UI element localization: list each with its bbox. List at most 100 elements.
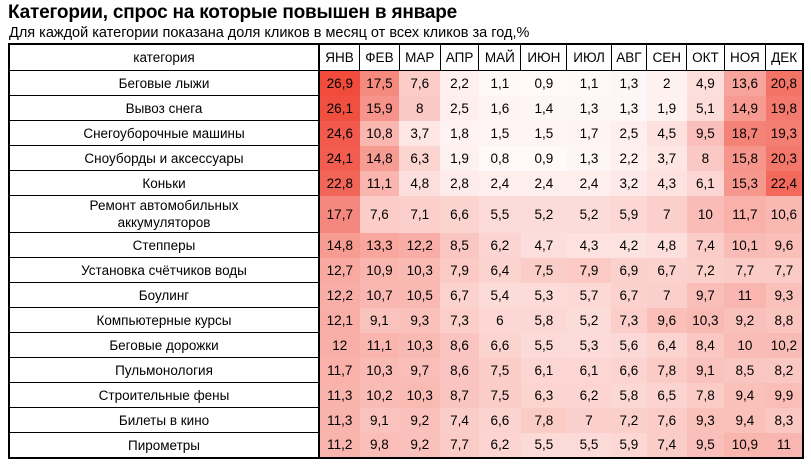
heatmap-cell: 7,5 (478, 382, 521, 408)
month-header: НОЯ (723, 43, 767, 71)
heatmap-cell: 9,5 (686, 432, 725, 458)
heatmap-cell: 2,4 (520, 170, 567, 196)
heatmap-cell: 1,5 (478, 120, 521, 146)
heatmap-cell: 1,8 (440, 120, 479, 146)
heatmap-cell: 11,3 (319, 407, 360, 433)
heatmap-cell: 5,4 (478, 282, 521, 308)
heatmap-cell: 7,7 (724, 257, 766, 283)
heatmap-cell: 5,9 (611, 195, 647, 233)
heatmap-cell: 6,1 (566, 357, 612, 383)
heatmap-cell: 5,8 (611, 382, 647, 408)
heatmap-cell: 4,5 (646, 120, 687, 146)
month-header: ФЕВ (359, 43, 400, 71)
heatmap-cell: 13,6 (724, 70, 766, 96)
heatmap-cell: 2 (646, 70, 687, 96)
table-row: Беговые дорожки 12 11,1 10,3 8,6 6,6 5,5 5,3 5,6… (8, 332, 803, 358)
heatmap-cell: 26,9 (319, 70, 360, 96)
heatmap-cell: 12,7 (319, 257, 360, 283)
heatmap-cell: 1,1 (478, 70, 521, 96)
month-header: ИЮЛ (566, 43, 612, 71)
heatmap-cell: 6,2 (566, 382, 612, 408)
heatmap-cell: 4,3 (566, 232, 612, 258)
heatmap-cell: 14,8 (359, 145, 400, 171)
heatmap-cell: 6,2 (478, 232, 521, 258)
table-row: Установка счётчиков воды 12,7 10,9 10,3 7,9 6… (8, 257, 803, 283)
heatmap-cell: 8,6 (440, 332, 479, 358)
heatmap-cell: 5,3 (520, 282, 567, 308)
heatmap-cell: 7,5 (478, 357, 521, 383)
category-label: Снегоуборочные машины (8, 120, 320, 146)
heatmap-cell: 2,8 (440, 170, 479, 196)
chart-subtitle: Для каждой категории показана доля клико… (9, 25, 530, 41)
heatmap-cell: 9,1 (359, 307, 400, 333)
heatmap-cell: 7,2 (686, 257, 725, 283)
header-row: категория ЯНВ ФЕВ МАР АПР МАЙ ИЮН ИЮЛ АВГ СЕН ОКТ… (8, 43, 804, 71)
heatmap-cell: 8,5 (440, 232, 479, 258)
heatmap-cell: 11,7 (724, 195, 766, 233)
category-label: Пульмонология (8, 357, 320, 383)
heatmap-cell: 9,9 (765, 382, 803, 408)
heatmap-cell: 13,3 (359, 232, 400, 258)
category-label: Беговые дорожки (8, 332, 320, 358)
heatmap-cell: 10,6 (765, 195, 803, 233)
heatmap-cell: 7,6 (399, 70, 441, 96)
table-row: Боулинг 12,2 10,7 10,5 6,7 5,4 5,3 5,7 6,7 7 9,7 11… (8, 282, 803, 308)
heatmap-cell: 7 (646, 282, 687, 308)
heatmap-cell: 7,8 (686, 382, 725, 408)
heatmap-cell: 7,4 (646, 432, 687, 458)
category-label: Степперы (8, 232, 320, 258)
heatmap-cell: 12,2 (319, 282, 360, 308)
month-header: ЯНВ (318, 43, 361, 71)
month-header: ИЮН (520, 43, 568, 71)
heatmap-cell: 5,5 (478, 195, 521, 233)
heatmap-cell: 5,9 (611, 432, 647, 458)
heatmap-cell: 9,3 (765, 282, 803, 308)
table-row: Сноуборды и аксессуары 24,1 14,8 6,3 1,9 0,8 0… (8, 145, 803, 171)
month-header: ДЕК (765, 43, 804, 71)
heatmap-cell: 5,3 (566, 332, 612, 358)
heatmap-cell: 1,6 (478, 95, 521, 121)
heatmap-cell: 10,8 (359, 120, 400, 146)
heatmap-cell: 6,6 (611, 357, 647, 383)
heatmap-cell: 2,5 (440, 95, 479, 121)
table-row: Билеты в кино 11,3 9,1 9,2 7,4 6,6 7,8 7 7,2 7,6 9… (8, 407, 803, 433)
heatmap-cell: 22,4 (765, 170, 803, 196)
heatmap-cell: 6,3 (399, 145, 441, 171)
heatmap-cell: 2,2 (611, 145, 647, 171)
heatmap-cell: 9,3 (399, 307, 441, 333)
heatmap-cell: 6,6 (478, 407, 521, 433)
heatmap-cell: 7,8 (520, 407, 567, 433)
heatmap-cell: 6,5 (646, 382, 687, 408)
heatmap-cell: 4,9 (686, 70, 725, 96)
month-header: СЕН (646, 43, 688, 71)
heatmap-cell: 8 (399, 95, 441, 121)
heatmap-cell: 6,7 (611, 282, 647, 308)
heatmap-cell: 15,3 (724, 170, 766, 196)
heatmap-cell: 7 (566, 407, 612, 433)
heatmap-cell: 8,4 (686, 332, 725, 358)
table-row: Пульмонология 11,7 10,3 9,7 8,6 7,5 6,1 6,1 6,6 7… (8, 357, 803, 383)
heatmap-cell: 11,1 (359, 170, 400, 196)
heatmap-cell: 8,8 (765, 307, 803, 333)
table-row: Вывоз снега 26,1 15,9 8 2,5 1,6 1,4 1,3 1,3 1,9 5,… (8, 95, 803, 121)
heatmap-cell: 7,1 (399, 195, 441, 233)
heatmap-cell: 11,2 (319, 432, 360, 458)
heatmap-cell: 7,6 (359, 195, 400, 233)
heatmap-cell: 9,5 (686, 120, 725, 146)
heatmap-cell: 10,9 (359, 257, 400, 283)
heatmap-cell: 9,2 (724, 307, 766, 333)
heatmap-cell: 7,9 (440, 257, 479, 283)
category-label: Билеты в кино (8, 407, 320, 433)
heatmap-cell: 5,5 (566, 432, 612, 458)
table-row: Пирометры 11,2 9,8 9,2 7,7 6,2 5,5 5,5 5,9 7,4 9,5… (8, 432, 803, 459)
heatmap-cell: 10,3 (399, 257, 441, 283)
category-label: Установка счётчиков воды (8, 257, 320, 283)
heatmap-cell: 4,7 (520, 232, 567, 258)
heatmap-cell: 11 (765, 432, 803, 458)
heatmap-cell: 7,4 (686, 232, 725, 258)
month-header: МАЙ (478, 43, 522, 71)
heatmap-cell: 5,7 (566, 282, 612, 308)
category-label: Компьютерные курсы (8, 307, 320, 333)
heatmap-cell: 9,1 (359, 407, 400, 433)
heatmap-cell: 26,1 (319, 95, 360, 121)
